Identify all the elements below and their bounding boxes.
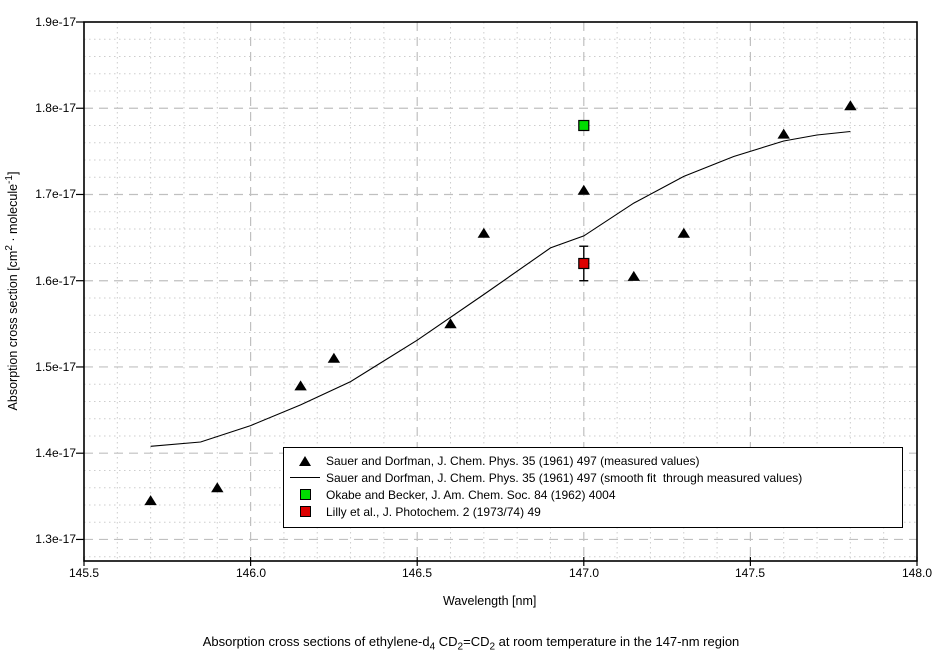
data-point-triangle bbox=[777, 128, 790, 139]
x-axis-label: Wavelength [nm] bbox=[443, 594, 537, 608]
x-tick-label: 148.0 bbox=[901, 566, 933, 580]
x-tick-label: 145.5 bbox=[68, 566, 100, 580]
legend-item-label: Sauer and Dorfman, J. Chem. Phys. 35 (19… bbox=[326, 453, 700, 468]
data-point-triangle bbox=[294, 380, 307, 391]
y-tick-label: 1.9e-17 bbox=[35, 15, 76, 29]
data-point-triangle bbox=[844, 100, 857, 111]
y-tick-label: 1.8e-17 bbox=[35, 101, 76, 115]
data-point-triangle bbox=[144, 495, 157, 506]
x-tick-label: 147.0 bbox=[568, 566, 600, 580]
y-tick-label: 1.3e-17 bbox=[35, 532, 76, 546]
legend-green-square-icon bbox=[299, 489, 311, 500]
legend-red-square-icon bbox=[299, 506, 311, 517]
data-point-triangle bbox=[327, 352, 341, 363]
plot-border bbox=[83, 21, 918, 562]
y-tick-label: 1.4e-17 bbox=[35, 446, 76, 460]
x-tick-label: 146.5 bbox=[401, 566, 433, 580]
data-point-lilly-square bbox=[578, 257, 590, 270]
caption: Absorption cross sections of ethylene-d4… bbox=[202, 634, 740, 653]
fit-curve bbox=[150, 130, 851, 447]
y-axis-label: Absorption cross section [cm2 · molecule… bbox=[3, 171, 21, 411]
data-point-triangle bbox=[577, 184, 590, 195]
y-tick-label: 1.6e-17 bbox=[35, 274, 76, 288]
legend-triangle-icon bbox=[299, 455, 311, 466]
legend-item-0: Sauer and Dorfman, J. Chem. Phys. 35 (19… bbox=[284, 452, 902, 469]
data-point-okabe-square bbox=[578, 119, 590, 132]
legend-line-icon bbox=[290, 477, 320, 478]
legend-item-label: Okabe and Becker, J. Am. Chem. Soc. 84 (… bbox=[326, 487, 616, 502]
x-tick-label: 146.0 bbox=[235, 566, 267, 580]
y-tick-label: 1.7e-17 bbox=[35, 187, 76, 201]
data-point-triangle bbox=[211, 482, 224, 493]
legend-item-3: Lilly et al., J. Photochem. 2 (1973/74) … bbox=[284, 503, 902, 520]
x-tick-label: 147.5 bbox=[734, 566, 766, 580]
data-point-triangle bbox=[627, 270, 640, 281]
y-tick-label: 1.5e-17 bbox=[35, 360, 76, 374]
legend-item-label: Sauer and Dorfman, J. Chem. Phys. 35 (19… bbox=[326, 470, 803, 485]
legend-item-1: Sauer and Dorfman, J. Chem. Phys. 35 (19… bbox=[284, 469, 902, 486]
data-point-triangle bbox=[677, 227, 690, 238]
data-point-triangle bbox=[444, 318, 457, 329]
legend-item-label: Lilly et al., J. Photochem. 2 (1973/74) … bbox=[326, 504, 541, 519]
data-point-triangle bbox=[477, 227, 490, 238]
legend-item-2: Okabe and Becker, J. Am. Chem. Soc. 84 (… bbox=[284, 486, 902, 503]
legend: Sauer and Dorfman, J. Chem. Phys. 35 (19… bbox=[283, 447, 903, 528]
